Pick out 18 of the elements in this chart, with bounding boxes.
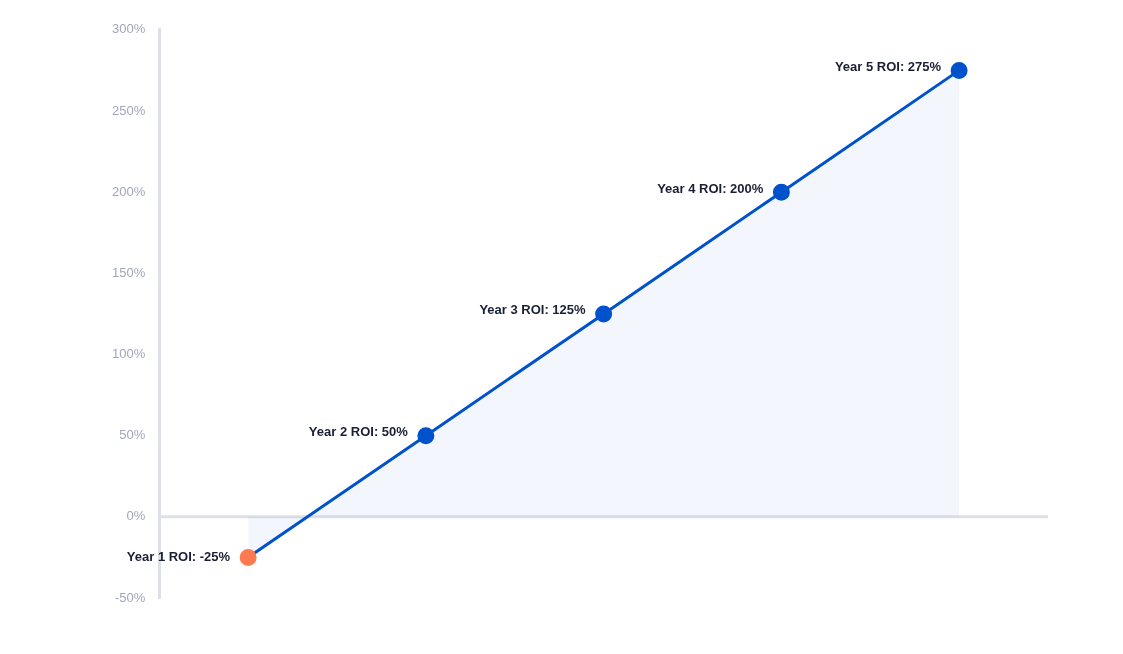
- y-tick-label: -50%: [114, 589, 146, 605]
- data-label: Year 3 ROI: 125%: [479, 302, 587, 318]
- data-label: Year 5 ROI: 275%: [834, 58, 942, 74]
- y-tick-label: 250%: [112, 102, 146, 118]
- data-label: Year 4 ROI: 200%: [657, 180, 764, 196]
- y-tick-label: 300%: [112, 21, 146, 37]
- point: [417, 427, 435, 445]
- y-tick-label: 200%: [112, 183, 146, 199]
- point: [772, 183, 790, 201]
- data-label: Year 1 ROI: -25%: [126, 548, 231, 564]
- point: [950, 61, 968, 79]
- y-tick-label: 0%: [126, 508, 146, 524]
- y-tick-label: 150%: [112, 264, 146, 280]
- point: [239, 548, 257, 566]
- point: [595, 305, 613, 323]
- y-tick-label: 50%: [119, 427, 146, 443]
- y-tick-label: 100%: [112, 346, 146, 362]
- data-label: Year 2 ROI: 50%: [308, 424, 409, 440]
